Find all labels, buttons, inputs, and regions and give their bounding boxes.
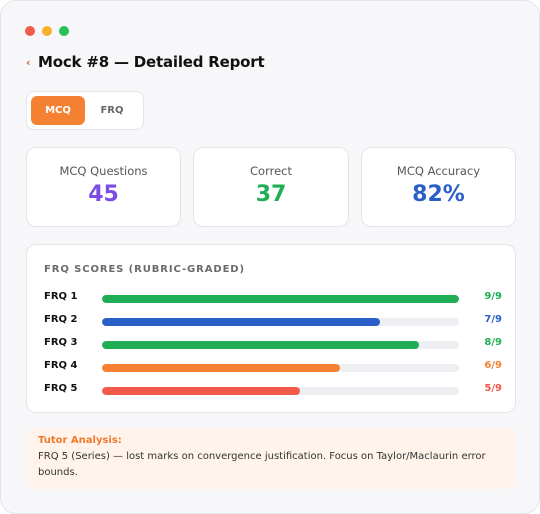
frq-progress-fill: [102, 318, 380, 326]
frq-progress-fill: [102, 341, 420, 349]
back-chevron-icon[interactable]: ‹: [26, 55, 31, 69]
minimize-dot-icon[interactable]: [42, 26, 52, 36]
frq-score: 6/9: [484, 360, 502, 371]
frq-label: FRQ 1: [44, 291, 78, 302]
maximize-dot-icon[interactable]: [59, 26, 69, 36]
frq-score: 8/9: [484, 337, 502, 348]
frq-progress-fill: [102, 387, 301, 395]
report-tabs: MCQ FRQ: [26, 91, 144, 130]
frq-label: FRQ 5: [44, 383, 78, 394]
frq-label: FRQ 2: [44, 314, 78, 325]
frq-scores-card: FRQ SCORES (RUBRIC-GRADED) FRQ 1 9/9 FRQ…: [26, 244, 516, 413]
frq-score: 9/9: [484, 291, 502, 302]
frq-progress-track: [102, 318, 459, 326]
stat-card-mcq-questions: MCQ Questions 45: [26, 147, 181, 227]
frq-progress-fill: [102, 364, 340, 372]
tutor-analysis-box: Tutor Analysis: FRQ 5 (Series) — lost ma…: [26, 428, 516, 489]
frq-row: FRQ 4 6/9: [44, 360, 502, 373]
frq-progress-track: [102, 341, 459, 349]
stat-label: MCQ Questions: [59, 164, 148, 178]
frq-progress-track: [102, 295, 459, 303]
frq-progress-track: [102, 387, 459, 395]
page-title: Mock #8 — Detailed Report: [38, 53, 265, 71]
frq-row: FRQ 1 9/9: [44, 291, 502, 304]
tab-frq[interactable]: FRQ: [100, 105, 124, 116]
frq-score: 5/9: [484, 383, 502, 394]
stat-card-correct: Correct 37: [193, 147, 349, 227]
frq-row: FRQ 3 8/9: [44, 337, 502, 350]
tab-mcq[interactable]: MCQ: [31, 96, 85, 125]
stat-label: Correct: [250, 164, 292, 178]
tutor-analysis-text: FRQ 5 (Series) — lost marks on convergen…: [38, 451, 486, 478]
stat-value: 37: [255, 182, 287, 207]
tutor-analysis-title: Tutor Analysis:: [38, 435, 122, 446]
frq-row: FRQ 5 5/9: [44, 383, 502, 396]
page-header: ‹ Mock #8 — Detailed Report: [26, 53, 265, 71]
frq-label: FRQ 3: [44, 337, 78, 348]
close-dot-icon[interactable]: [25, 26, 35, 36]
stat-label: MCQ Accuracy: [396, 164, 481, 178]
stat-value: 45: [88, 182, 119, 207]
frq-row: FRQ 2 7/9: [44, 314, 502, 327]
stat-value: 82%: [412, 182, 465, 207]
frq-progress-track: [102, 364, 459, 372]
frq-progress-fill: [102, 295, 459, 303]
frq-heading: FRQ SCORES (RUBRIC-GRADED): [44, 264, 245, 275]
frq-label: FRQ 4: [44, 360, 78, 371]
stat-card-mcq-accuracy: MCQ Accuracy 82%: [361, 147, 516, 227]
frq-score: 7/9: [484, 314, 502, 325]
window-controls: [25, 26, 69, 36]
